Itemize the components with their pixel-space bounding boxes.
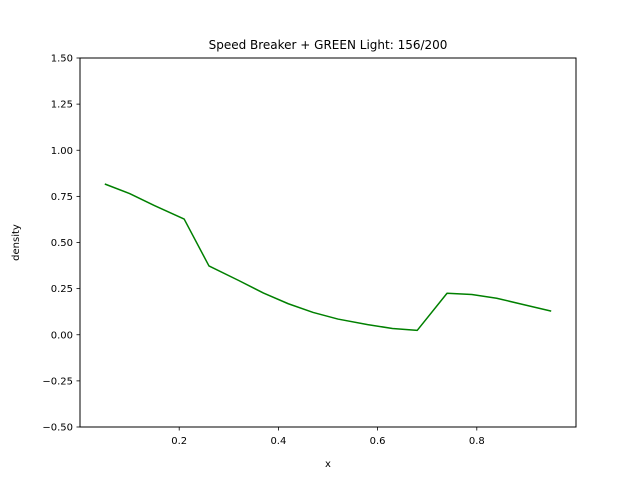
y-tick-label: 0.50 [51,238,73,249]
y-tick-label: 0.00 [51,330,73,341]
x-tick-label: 0.8 [469,436,485,447]
y-tick-label: 0.25 [51,284,73,295]
x-tick-label: 0.4 [270,436,286,447]
y-axis-label: density [11,224,22,261]
y-axis: −0.50 −0.25 0.00 0.25 0.50 0.75 1.00 1.25 1.50 [42,54,80,434]
series-layer [104,183,552,332]
y-tick-label: 1.50 [51,54,73,65]
x-tick-label: 0.2 [171,436,187,447]
series-line [104,183,552,332]
x-axis: 0.2 0.4 0.6 0.8 [171,427,485,447]
y-tick-label: 1.25 [51,100,73,111]
chart-title: Speed Breaker + GREEN Light: 156/200 [209,38,448,52]
y-tick-label: 1.00 [51,146,73,157]
y-tick-label: 0.75 [51,192,73,203]
x-axis-label: x [325,459,331,470]
y-tick-label: −0.25 [42,376,73,387]
x-tick-label: 0.6 [370,436,386,447]
y-tick-label: −0.50 [42,423,73,434]
